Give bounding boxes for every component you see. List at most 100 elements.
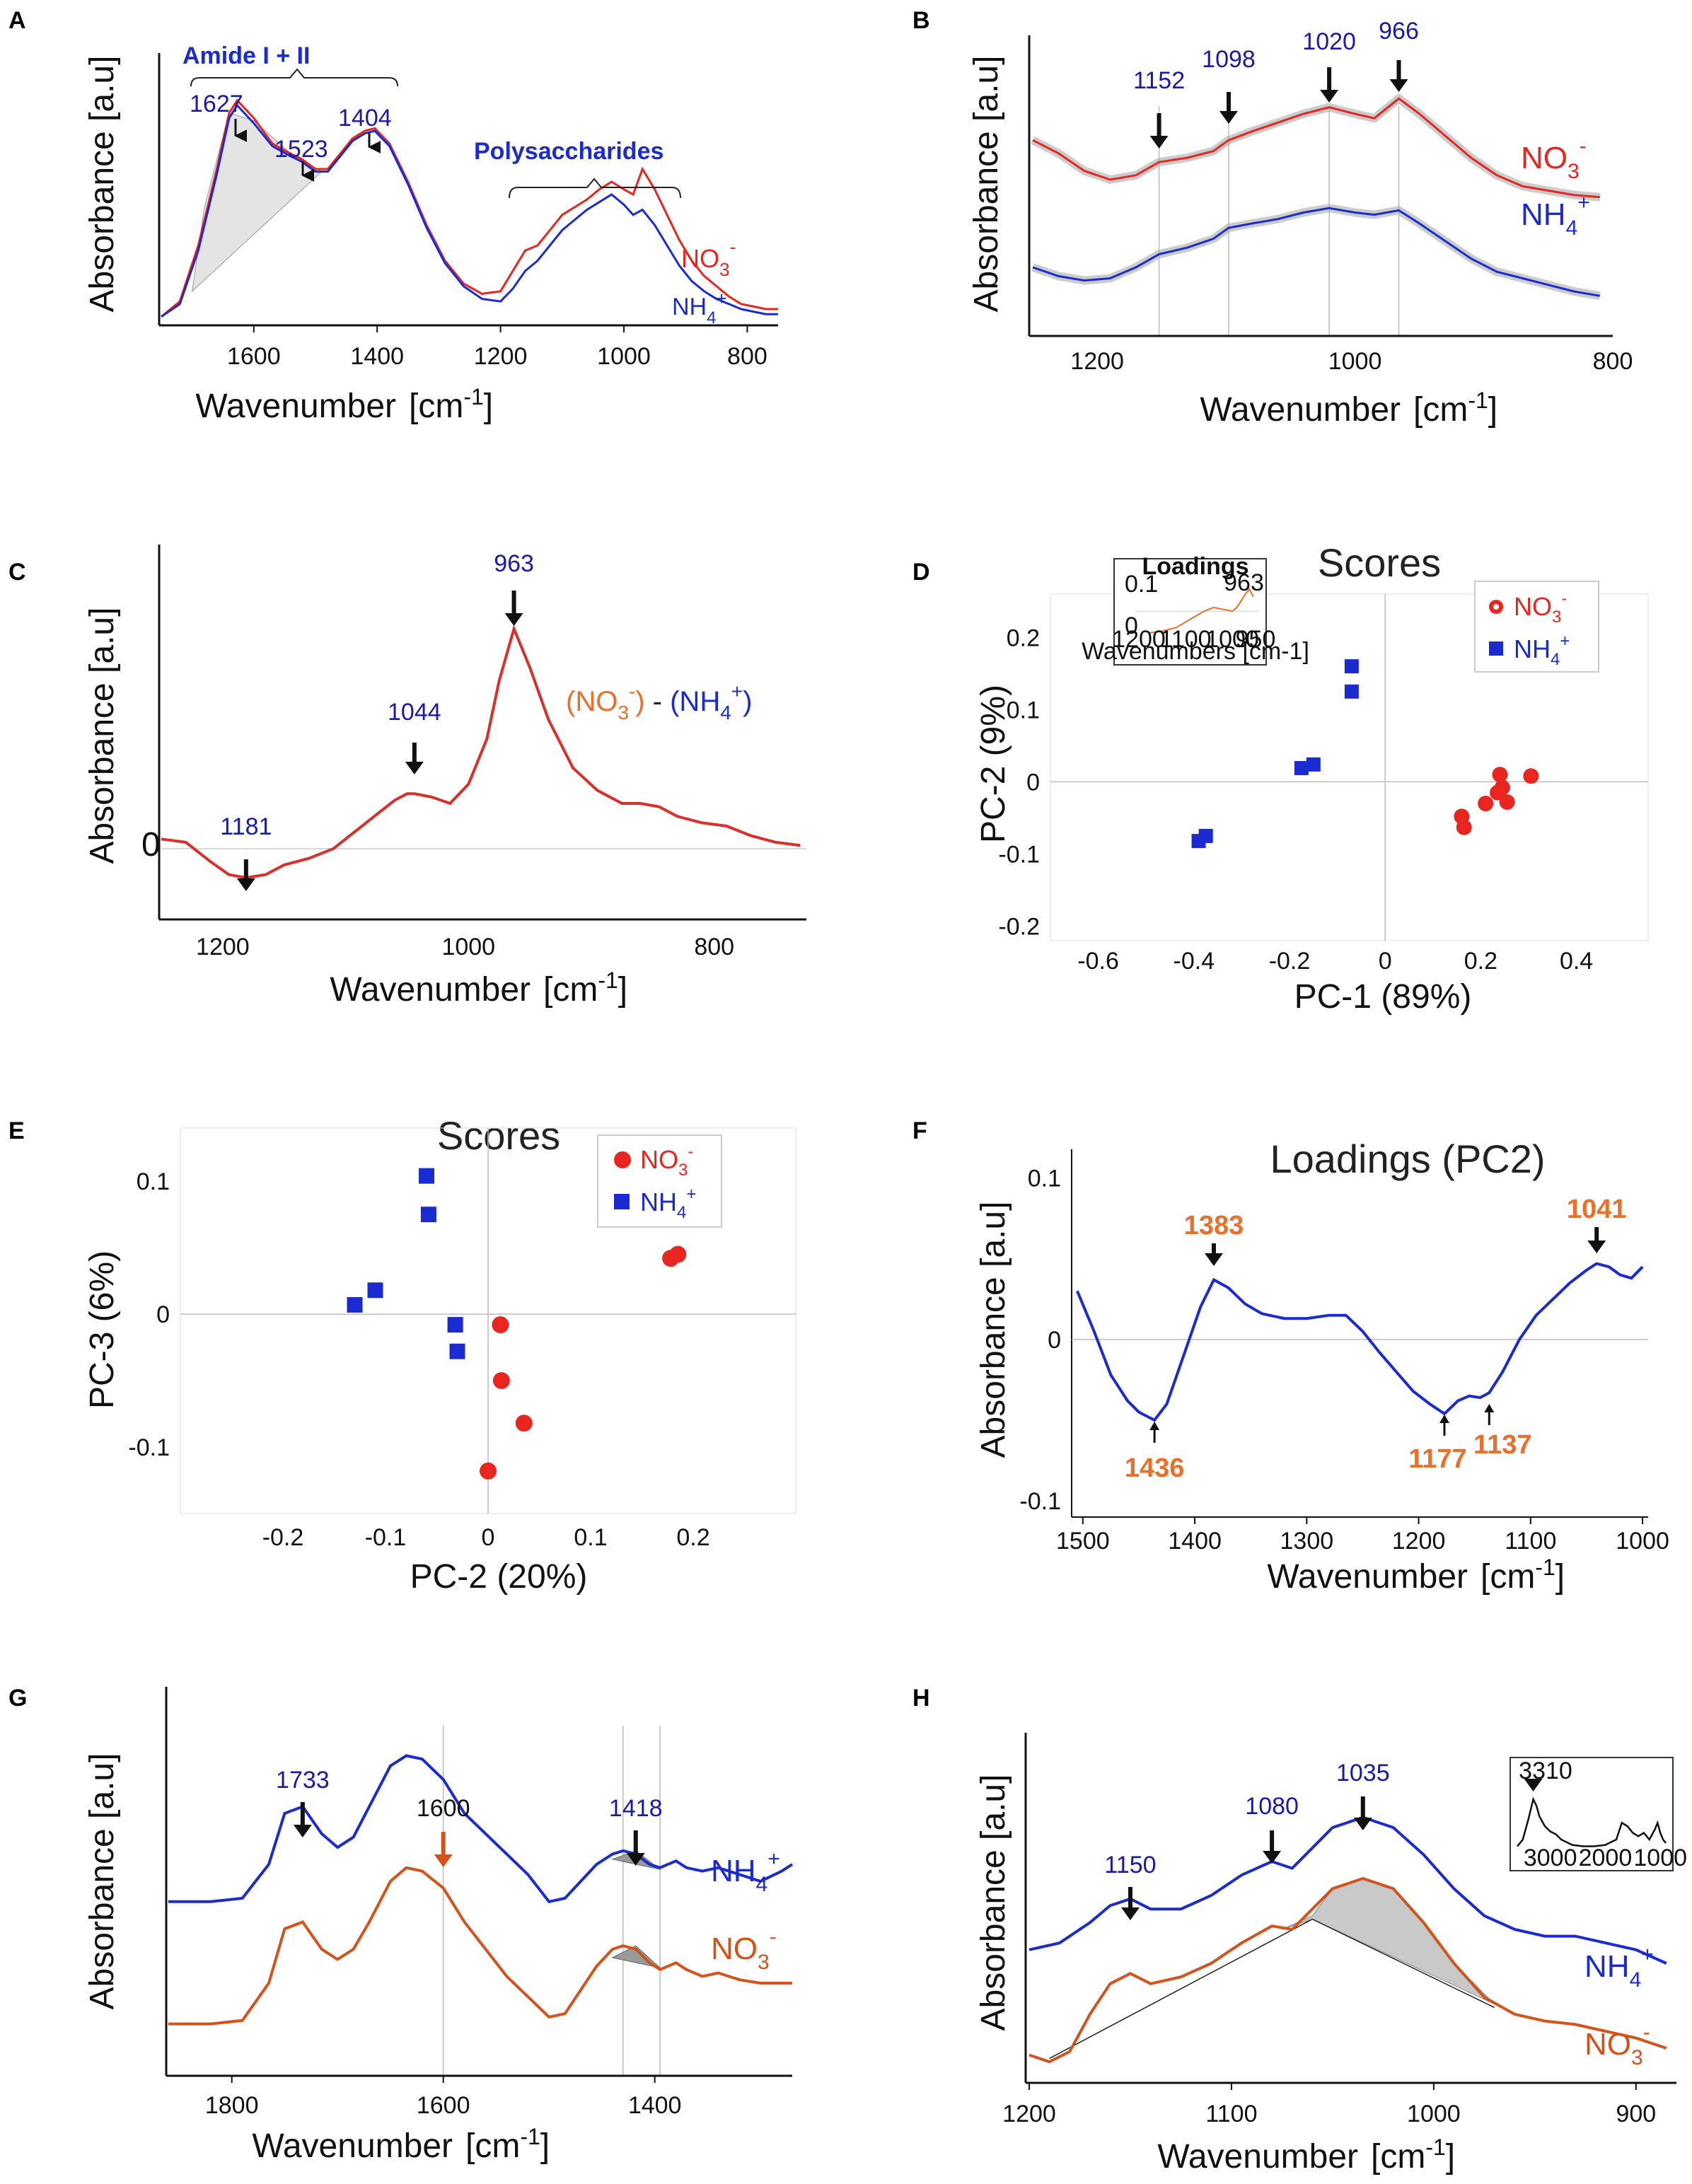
- panel-f: F Loadings (PC2) 1500 1400 1300 1200 1100 100…: [912, 1117, 1669, 1596]
- panel-c-plot: [161, 625, 806, 880]
- peak-label: 963: [494, 550, 534, 577]
- panel-h-plot: [1028, 1816, 1667, 2064]
- point-no3: [1492, 767, 1508, 783]
- bracket-amide-label: Amide I + II: [182, 42, 310, 69]
- bracket-polysaccharides-label: Polysaccharides: [474, 138, 664, 165]
- series-line-no3: [168, 1866, 792, 2026]
- point-nh4: [1306, 757, 1321, 772]
- legend-marker-nh4: [1489, 641, 1503, 656]
- legend-marker-no3: [614, 1151, 631, 1168]
- point-no3: [1499, 794, 1515, 810]
- legend-marker-nh4: [614, 1194, 630, 1209]
- peak-label: 1733: [276, 1767, 330, 1794]
- series-label-nh4: NH4+: [1584, 1943, 1654, 1992]
- x-axis-label: Wavenumber: [252, 2127, 453, 2165]
- point-no3: [1523, 768, 1539, 784]
- peak-arrow-head: [1219, 111, 1238, 124]
- point-no3: [515, 1415, 533, 1432]
- legend: [1474, 581, 1599, 673]
- x-tick-label: 1100: [1205, 2101, 1257, 2127]
- panel-a: A Absorbance [a.u] Wavenumber [cm-1] 160…: [8, 7, 778, 425]
- x-axis-label: PC-1 (89%): [1294, 978, 1472, 1016]
- zero-label: 0: [141, 826, 161, 864]
- difference-line: [161, 625, 801, 880]
- peak-arrow-head: [293, 1825, 312, 1837]
- peak-label-1177: 1177: [1408, 1444, 1466, 1474]
- panel-f-plot: 1500 1400 1300 1200 1100 1000 0.1 0 -0.1: [1019, 1149, 1669, 1555]
- point-nh4: [420, 1207, 436, 1223]
- x-axis-label: Wavenumber: [1157, 2138, 1358, 2176]
- inset-x-tick: 1200: [1112, 626, 1166, 653]
- series-line-nh4: [1028, 1816, 1667, 1965]
- x-tick-label: 900: [1616, 2101, 1656, 2127]
- y-axis-label: PC-3 (6%): [83, 1250, 121, 1409]
- series-label-nh4: NH4+: [1521, 191, 1590, 240]
- x-tick-label: 0.2: [676, 1524, 709, 1551]
- series-line-nh4: [168, 1754, 794, 1904]
- x-tick-label: 0.2: [1464, 948, 1497, 975]
- inset-x-tick: 2000: [1579, 1845, 1633, 1871]
- peak-label: 1098: [1202, 46, 1256, 73]
- x-axis-label: Wavenumber: [1200, 391, 1401, 429]
- point-nh4: [1191, 834, 1206, 849]
- point-nh4: [419, 1168, 434, 1184]
- x-axis-unit: [cm-1]: [409, 384, 493, 425]
- x-tick-labels: 1200 1000 800: [1070, 348, 1633, 375]
- plot-frame: [1050, 593, 1649, 941]
- x-tick-label: 1000: [1328, 348, 1382, 375]
- peak-label: 1418: [609, 1795, 663, 1822]
- inset-title: Loadings: [1142, 553, 1248, 580]
- point-no3: [492, 1372, 510, 1390]
- x-tick-label: 1600: [417, 2092, 470, 2119]
- x-tick-label: 800: [727, 343, 767, 370]
- panel-label: F: [912, 1117, 927, 1144]
- y-tick-label: 0: [156, 1301, 170, 1328]
- point-no3: [492, 1316, 509, 1334]
- peak-arrow-head: [236, 878, 255, 891]
- point-nh4: [367, 1282, 383, 1299]
- x-tick-label: 800: [1593, 348, 1633, 375]
- x-tick-labels: 1800 1600 1400: [205, 2076, 681, 2119]
- peak-annotations: 1150 1080 1035: [1104, 1760, 1390, 1920]
- peak-arrow-head: [1149, 136, 1169, 149]
- series-line-no3: [1032, 97, 1600, 199]
- peak-arrow-head: [1353, 1818, 1372, 1830]
- panel-e-plot: -0.2 -0.1 0 0.1 0.2 0.1 0 -0.1: [128, 1127, 796, 1551]
- peak-arrow-head: [1587, 1241, 1606, 1253]
- peak-annotations: 1733 1600 1418: [276, 1767, 663, 1867]
- x-tick-label: 1000: [1616, 1528, 1669, 1555]
- point-no3: [1478, 796, 1494, 812]
- point-no3: [1494, 779, 1510, 796]
- series-label-nh4: NH4+: [672, 288, 727, 327]
- peak-arrow-head: [405, 762, 424, 774]
- inset-x-tick: 950: [1236, 626, 1276, 653]
- legend-label-nh4: NH4+: [640, 1185, 696, 1222]
- y-tick-label: -0.1: [128, 1434, 170, 1461]
- peak-label: 1150: [1104, 1852, 1156, 1878]
- panel-g: G Absorbance [a.u] Wavenumber [cm-1] 180…: [8, 1685, 794, 2165]
- panel-label: E: [8, 1117, 25, 1144]
- series-line-no3: [161, 98, 778, 318]
- point-no3: [480, 1462, 497, 1480]
- y-axis-label: Absorbance [a.u]: [83, 1753, 121, 2010]
- peak-label: 1152: [1133, 67, 1185, 94]
- legend-label-no3: NO3-: [640, 1142, 693, 1180]
- chart-title: Loadings (PC2): [1270, 1137, 1545, 1181]
- panel-e: E Scores -0.2 -0.1 0 0.1 0.2 0.1 0 -0.1 PC-3 (6…: [8, 1113, 796, 1596]
- x-tick-label: -0.2: [1269, 948, 1311, 975]
- baseline: [1049, 1918, 1313, 2060]
- x-tick-label: 1800: [205, 2092, 259, 2119]
- peak-label-1404: 1404: [338, 105, 392, 132]
- inset-x-tick: 1000: [1633, 1845, 1687, 1871]
- y-tick-label: 0.1: [1007, 697, 1040, 724]
- x-tick-label: -0.6: [1077, 948, 1119, 975]
- point-no3: [669, 1245, 687, 1263]
- series-label-no3: NO3-: [681, 236, 736, 280]
- peak-annotations: 1181 1044 963: [220, 550, 534, 891]
- peak-arrow-head: [1320, 90, 1339, 103]
- inset-y-tick: 0: [1125, 612, 1138, 639]
- x-tick-label: 1200: [1070, 348, 1124, 375]
- peak-arrow-head: [626, 1853, 645, 1866]
- panel-b: B Absorbance [a.u] Wavenumber [cm-1] 120…: [912, 7, 1633, 429]
